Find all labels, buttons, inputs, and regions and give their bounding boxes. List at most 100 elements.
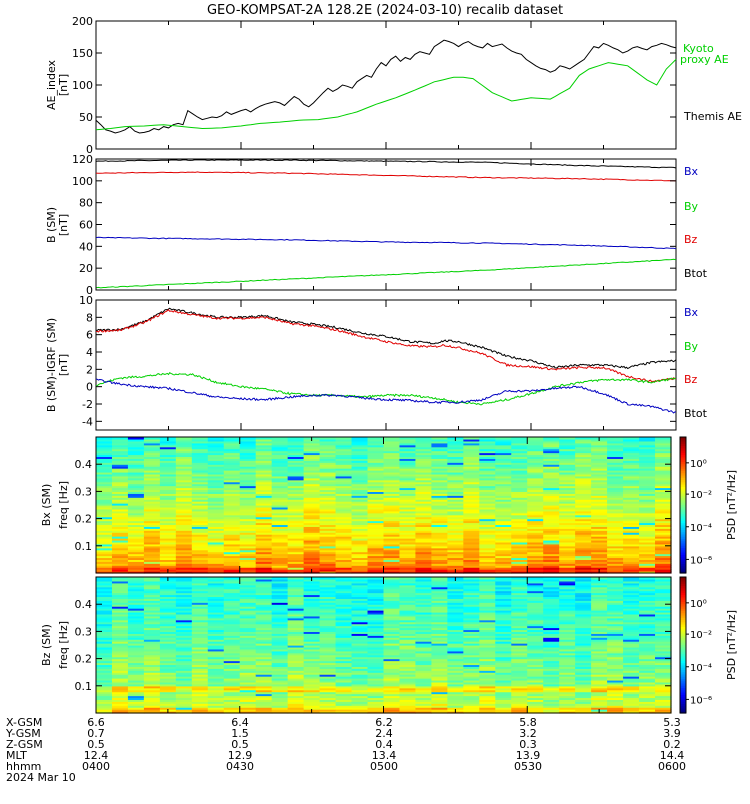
spec-cell	[111, 543, 129, 547]
spec-cell	[239, 578, 257, 582]
spec-cell	[159, 608, 177, 611]
spec-cell	[383, 471, 401, 475]
spec-cell	[623, 567, 640, 570]
spec-cell	[511, 538, 528, 541]
spec-cell	[287, 697, 305, 700]
spec-cell	[575, 557, 592, 560]
spec-cell	[239, 538, 257, 541]
spec-cell	[383, 619, 401, 623]
spec-cell	[591, 689, 608, 693]
spec-cell	[639, 689, 656, 693]
spec-cell	[527, 493, 544, 496]
spec-cell	[367, 452, 385, 456]
spec-cell	[191, 565, 209, 568]
spec-cell	[239, 577, 257, 580]
spec-cell	[399, 654, 417, 658]
spec-cell	[191, 577, 209, 580]
spec-cell	[575, 528, 592, 531]
spec-cell	[143, 491, 161, 494]
spec-cell	[207, 699, 225, 702]
spec-cell	[559, 499, 576, 502]
spec-cell	[351, 643, 369, 646]
spec-cell	[495, 668, 512, 671]
spec-cell	[319, 697, 337, 700]
spec-cell	[127, 641, 145, 644]
spec-cell	[351, 460, 369, 463]
spec-cell	[207, 648, 225, 652]
spec-cell	[96, 471, 113, 475]
spec-cell	[207, 660, 225, 664]
spec-cell	[383, 536, 401, 539]
spec-cell	[239, 466, 257, 469]
spec-cell	[127, 538, 145, 541]
spec-cell	[191, 470, 209, 473]
spec-cell	[143, 536, 161, 539]
spec-cell	[191, 578, 209, 582]
spec-cell	[351, 703, 369, 706]
spec-cell	[96, 510, 113, 514]
spec-cell	[223, 639, 241, 642]
spec-cell	[96, 660, 113, 664]
spec-cell	[559, 672, 576, 675]
spec-cell	[479, 506, 496, 510]
spec-cell	[255, 693, 273, 697]
spec-cell	[271, 590, 289, 594]
spec-cell	[591, 674, 608, 677]
spec-cell	[351, 448, 369, 452]
spec-cell	[575, 501, 592, 504]
spec-cell	[655, 464, 672, 467]
spec-cell	[175, 516, 193, 520]
spec-cell	[335, 483, 353, 487]
spec-cell	[159, 652, 177, 656]
spec-cell	[383, 707, 401, 710]
spec-cell	[143, 567, 161, 570]
spec-cell	[143, 652, 161, 656]
spec-cell	[415, 565, 433, 568]
spec-cell	[479, 606, 496, 609]
spec-cell	[319, 438, 337, 442]
spec-cell	[511, 621, 528, 625]
spec-cell	[383, 549, 401, 553]
spec-cell	[543, 707, 560, 710]
spec-cell	[239, 664, 257, 667]
spec-cell	[559, 532, 576, 535]
spec-cell	[399, 505, 417, 508]
spec-cell	[367, 604, 385, 607]
spec-cell	[223, 493, 241, 496]
spec-cell	[527, 522, 544, 526]
spec-cell	[511, 577, 528, 580]
spec-cell	[655, 497, 672, 500]
spec-cell	[175, 697, 193, 700]
spec-cell	[479, 615, 496, 619]
spec-cell	[543, 551, 560, 555]
spec-cell	[351, 687, 369, 691]
spec-cell	[415, 709, 433, 712]
spec-cell	[543, 679, 560, 683]
spec-cell	[175, 660, 193, 664]
spec-cell	[415, 707, 433, 710]
spec-cell	[527, 454, 544, 458]
spec-cell	[463, 577, 480, 580]
spec-cell	[639, 672, 656, 675]
spec-cell	[591, 654, 608, 658]
spec-cell	[255, 613, 273, 617]
spec-cell	[479, 693, 496, 697]
spec-cell	[271, 489, 289, 492]
spec-cell	[607, 458, 624, 461]
spec-cell	[335, 580, 353, 584]
spec-cell	[351, 592, 369, 596]
spec-cell	[575, 610, 592, 613]
spec-cell	[255, 565, 273, 568]
spec-cell	[96, 499, 113, 502]
spec-cell	[655, 518, 672, 522]
spec-cell	[431, 584, 448, 588]
spec-cell	[143, 679, 161, 683]
spec-cell	[239, 458, 257, 461]
spec-cell	[623, 442, 640, 446]
spec-cell	[111, 580, 129, 584]
spec-cell	[287, 623, 305, 627]
spec-cell	[111, 611, 129, 615]
spec-cell	[399, 487, 417, 491]
spec-cell	[559, 701, 576, 704]
spec-cell	[191, 600, 209, 603]
